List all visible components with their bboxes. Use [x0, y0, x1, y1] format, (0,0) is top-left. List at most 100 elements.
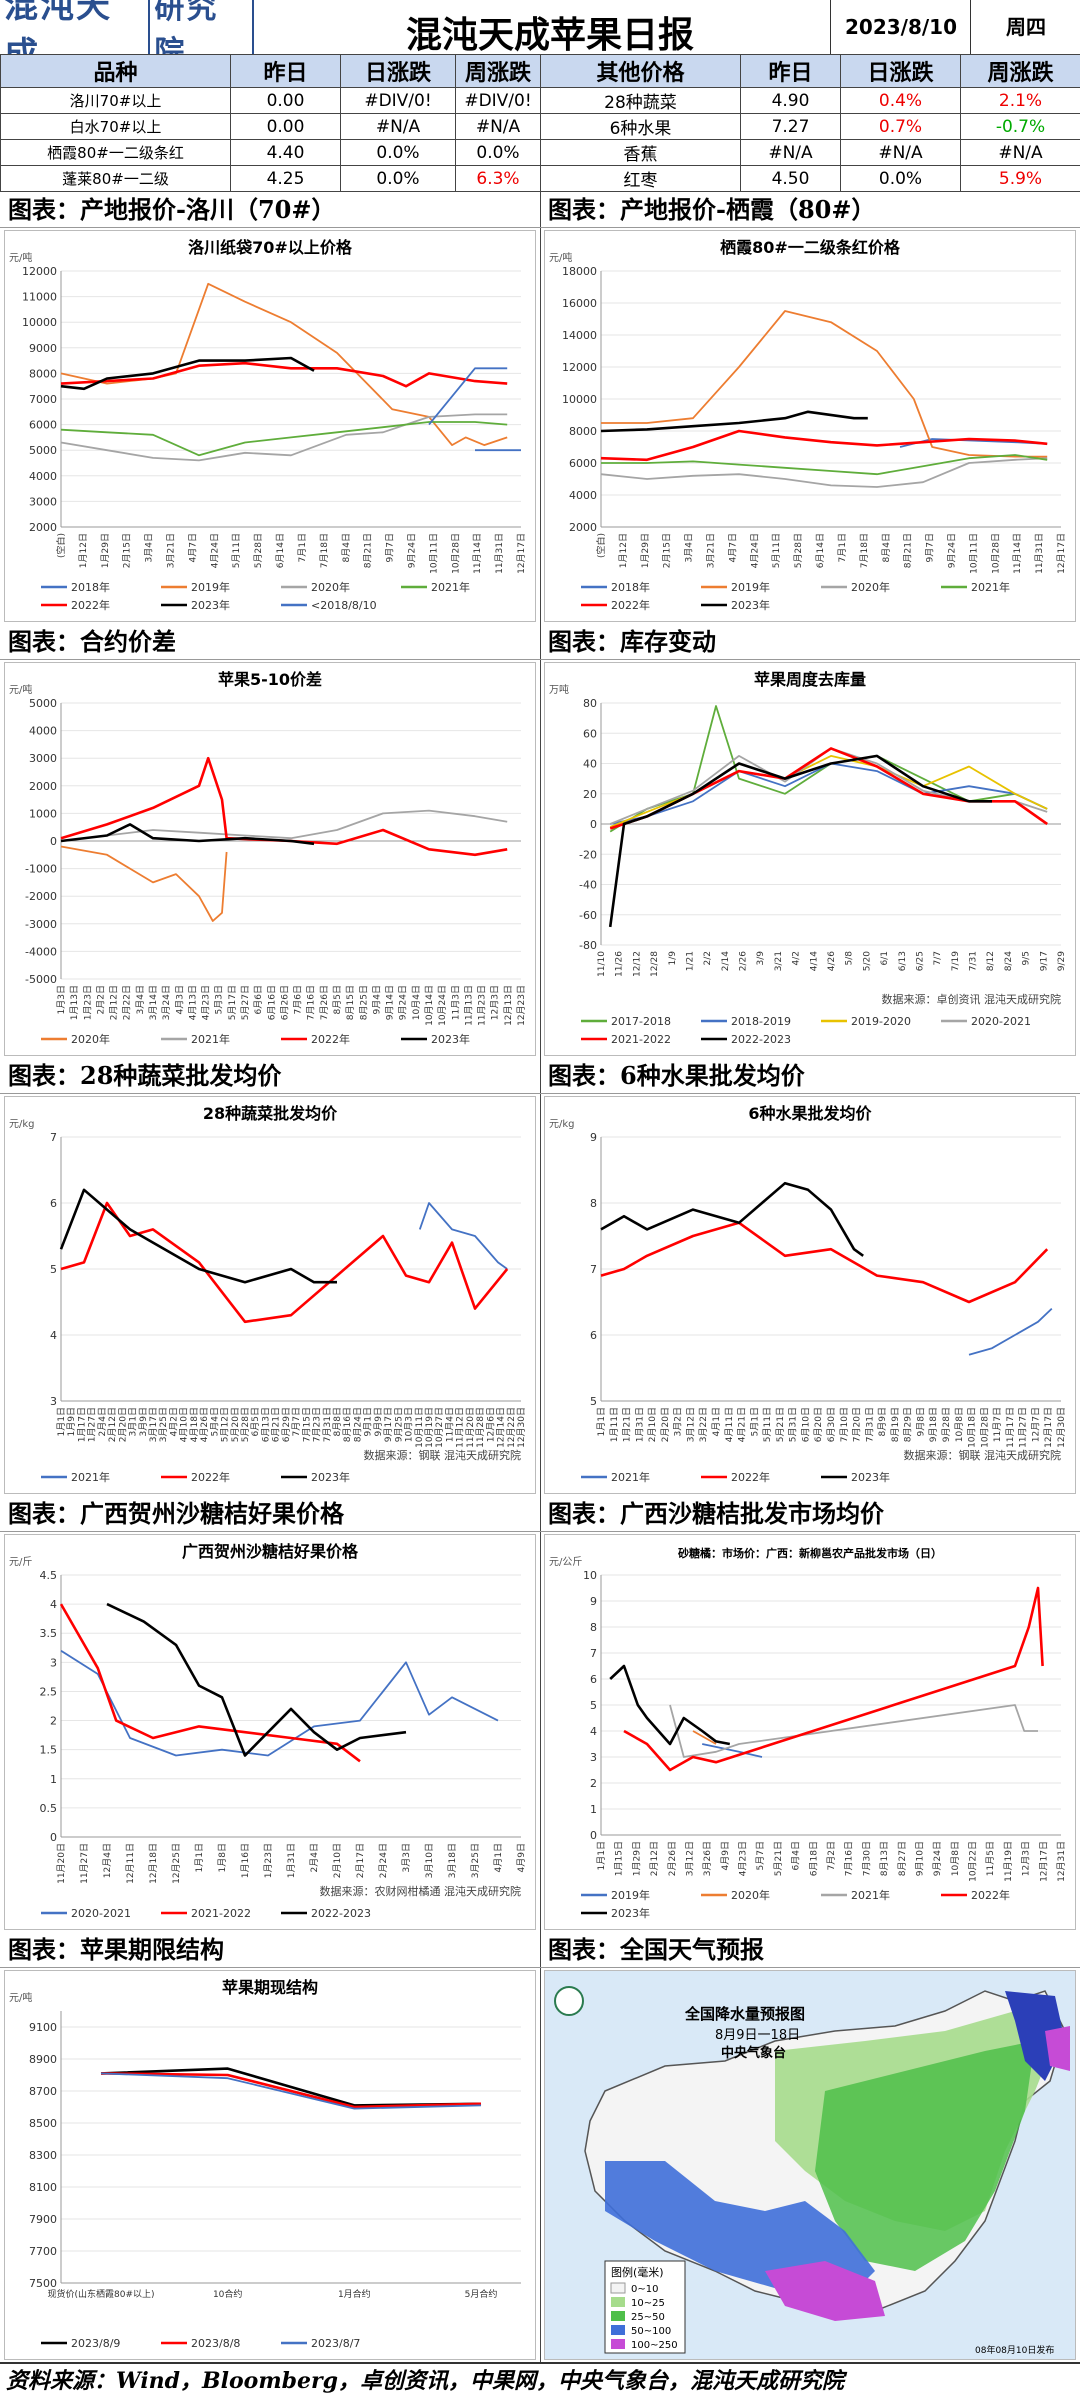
- x-tick-label: 9月10日: [914, 1841, 925, 1876]
- x-tick-label: 3月21日: [166, 533, 177, 568]
- y-axis-label: 元/吨: [549, 251, 572, 264]
- x-tick-label: 3月14日: [148, 985, 159, 1020]
- x-tick-label: 4月24日: [209, 533, 220, 568]
- x-tick-label: 11月17日: [1005, 1407, 1016, 1448]
- y-tick-label: 10: [583, 1569, 597, 1582]
- x-tick-label: 6/25: [915, 951, 925, 971]
- chart-title: 苹果周度去库量: [754, 670, 866, 689]
- table-cell: 7.27: [741, 114, 841, 140]
- table-cell: 6.3%: [456, 166, 541, 192]
- x-tick-label: 8月29日: [903, 1407, 914, 1442]
- weather-map: 全国降水量预报图 8月9日一18日 中央气象台 图例(毫米) 0~10 10~2…: [544, 1970, 1076, 2360]
- x-tick-label: 11月19日: [1003, 1841, 1014, 1882]
- x-tick-label: 1月1日: [596, 1841, 607, 1870]
- table-cell: 栖霞80#一二级条红: [1, 140, 231, 166]
- y-tick-label: 7700: [29, 2245, 57, 2258]
- y-tick-label: 60: [583, 727, 597, 740]
- x-tick-label: 4月13日: [187, 985, 198, 1020]
- table-cell: 香蕉: [541, 140, 741, 166]
- y-tick-label: 10000: [562, 393, 597, 406]
- x-tick-label: 9/17: [1039, 951, 1049, 971]
- x-tick-label: 5月7日: [755, 1841, 766, 1870]
- column-divider: [540, 192, 541, 2362]
- cma-emblem-icon: [555, 1987, 583, 2015]
- y-tick-label: 6: [50, 1197, 57, 1210]
- x-tick-label: 12月22日: [506, 1407, 517, 1448]
- x-tick-label: 3月25日: [470, 1843, 481, 1878]
- y-tick-label: 8000: [569, 425, 597, 438]
- x-tick-label: 7月10日: [839, 1407, 850, 1442]
- legend-label: 2019年: [191, 580, 230, 594]
- x-tick-label: 3月18日: [447, 1843, 458, 1878]
- x-tick-label: 5月12日: [220, 1407, 231, 1442]
- y-tick-label: 1: [590, 1803, 597, 1816]
- x-tick-label: 5/8: [845, 951, 855, 966]
- x-tick-label: 7月6日: [293, 985, 304, 1014]
- section-title: 图表：产地报价-洛川（70#）: [0, 192, 540, 228]
- legend-label: 2022-2023: [311, 1907, 371, 1920]
- x-tick-label: 2月24日: [378, 1843, 389, 1878]
- chart-title: 苹果5-10价差: [218, 670, 322, 689]
- x-tick-label: 1/9: [668, 951, 678, 966]
- section-title: 图表：广西贺州沙糖桔好果价格: [0, 1496, 540, 1532]
- x-tick-label: 1月23日: [263, 1843, 274, 1878]
- chart-source: 数据来源：卓创资讯 混沌天成研究院: [882, 992, 1062, 1006]
- x-tick-label: 7/31: [969, 951, 979, 971]
- x-tick-label: 7/7: [933, 951, 943, 965]
- legend-label: 2020年: [851, 580, 890, 594]
- col-yesterday: 昨日: [231, 55, 341, 88]
- x-tick-label: 3月12日: [685, 1407, 696, 1442]
- x-tick-label: 6月29日: [281, 1407, 292, 1442]
- series-line: [610, 706, 1047, 832]
- x-tick-label: 3月4日: [684, 533, 695, 562]
- y-tick-label: 4: [50, 1598, 57, 1611]
- x-tick-label: 2月10日: [332, 1843, 343, 1878]
- x-tick-label: 10月11日: [414, 1407, 425, 1448]
- report-title: 混沌天成苹果日报: [300, 6, 800, 58]
- y-tick-label: -4000: [25, 945, 57, 958]
- y-axis-label: 元/公斤: [549, 1556, 582, 1568]
- table-cell: 0.00: [231, 88, 341, 114]
- series-line: [601, 455, 1047, 474]
- table-cell: 0.0%: [841, 166, 961, 192]
- legend-label: 2021年: [431, 580, 470, 594]
- x-tick-label: 6月21日: [271, 1407, 282, 1442]
- x-tick-label: 10月19日: [424, 1407, 435, 1448]
- y-tick-label: 0: [50, 1831, 57, 1844]
- x-tick-label: 12月3日: [490, 985, 501, 1020]
- x-tick-label: 10月11日: [968, 533, 979, 574]
- x-tick-label: 1月31日: [634, 1407, 645, 1442]
- legend-label: 2020年: [731, 1888, 770, 1902]
- report-header: 混沌天成研究院 混沌天成苹果日报 2023/8/10 周四: [0, 0, 1080, 56]
- y-tick-label: 1.5: [40, 1744, 58, 1757]
- x-tick-label: 11月31日: [494, 533, 505, 574]
- legend-label: 2022年: [971, 1888, 1010, 1902]
- map-note: 08年08月10日发布: [975, 2344, 1054, 2356]
- table-cell: 0.7%: [841, 114, 961, 140]
- x-tick-label: 12月14日: [496, 1407, 507, 1448]
- y-tick-label: 8100: [29, 2181, 57, 2194]
- x-tick-label: 4月24日: [749, 533, 760, 568]
- x-tick-label: 7月1日: [297, 533, 308, 562]
- x-tick-label: 7月26日: [319, 985, 330, 1020]
- x-tick-label: 9/29: [1057, 951, 1067, 971]
- x-tick-label: 2月20日: [660, 1407, 671, 1442]
- table-cell: #DIV/0!: [341, 88, 456, 114]
- y-tick-label: 7500: [29, 2277, 57, 2290]
- y-tick-label: 5: [590, 1699, 597, 1712]
- x-tick-label: 5月21日: [773, 1841, 784, 1876]
- x-tick-label: 3月10日: [424, 1843, 435, 1878]
- y-tick-label: 4000: [29, 470, 57, 483]
- y-tick-label: 18000: [562, 265, 597, 278]
- x-tick-label: 5月20日: [230, 1407, 241, 1442]
- x-tick-label: 6月14日: [815, 533, 826, 568]
- y-tick-label: 2000: [29, 521, 57, 534]
- legend-label: 2020-2021: [71, 1907, 131, 1920]
- x-tick-label: 4月21日: [737, 1407, 748, 1442]
- x-tick-label: 4月7日: [727, 533, 738, 562]
- x-tick-label: 4月7日: [187, 533, 198, 562]
- x-tick-label: 11月27日: [79, 1843, 90, 1884]
- y-tick-label: 4000: [29, 725, 57, 738]
- x-tick-label: 11月23日: [477, 985, 488, 1026]
